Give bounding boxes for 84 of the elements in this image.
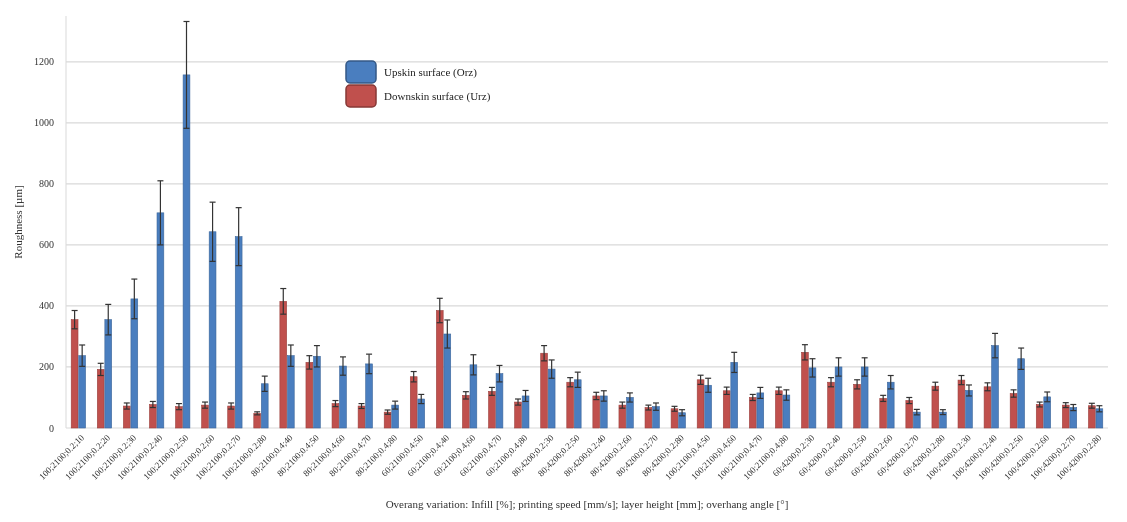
bar [1035,404,1044,429]
bar [547,368,556,429]
bar [853,384,861,429]
bar [566,381,574,429]
bar [939,411,947,429]
bar [357,405,366,429]
y-tick-label: 800 [39,178,54,190]
bar [391,404,399,429]
bar [782,394,791,429]
bar [808,367,817,429]
bar [618,404,627,429]
bar [722,390,731,429]
bar [279,301,287,429]
bar [208,231,217,429]
y-tick-label: 1200 [34,56,54,68]
bar [887,381,895,429]
bar [540,352,548,429]
bar [1095,408,1104,429]
bar [834,366,843,429]
legend-label: Upskin surface (Orz) [384,65,478,79]
bar [1043,396,1051,429]
y-tick-label: 1000 [34,117,54,129]
bar [696,379,705,429]
bar [78,355,86,429]
bar [331,403,340,429]
bar [149,404,157,429]
bar [626,397,634,429]
bar [261,383,269,429]
bar [730,362,738,429]
bar [156,212,165,429]
bar [756,392,765,429]
bar [409,376,418,429]
bar [201,404,209,429]
bar [574,379,582,429]
bar [436,310,444,429]
bar [305,362,314,429]
bar [600,395,608,429]
x-axis-title: Overang variation: Infill [%]; printing speed [mm/s]; layer height [mm]; overhang angle [°] [385,498,789,510]
bar [1088,405,1096,429]
bar [182,74,191,429]
y-tick-label: 200 [39,361,54,373]
bar [495,373,504,429]
bar [670,408,679,429]
bar [879,398,887,429]
bar [104,319,112,429]
bar [443,333,452,429]
bar [1062,404,1070,429]
bar [123,405,131,429]
bar [383,411,392,429]
bar [749,397,757,429]
bar [983,386,992,429]
bar [931,385,940,429]
bar [469,364,478,429]
bar [775,390,783,429]
bar [339,365,347,429]
y-axis-title: Roughness [µm] [12,185,24,259]
bar [1009,393,1018,429]
bar [70,319,79,429]
bar [488,391,496,429]
bar [417,398,425,429]
bar [365,363,373,429]
bar [991,345,999,429]
bar [97,369,105,429]
bar [678,412,686,429]
bar [1069,407,1078,429]
legend-label: Downskin surface (Urz) [384,89,491,103]
bar [234,236,243,429]
bar [287,355,295,429]
y-tick-label: 0 [49,422,54,434]
bar [130,298,139,429]
bar [462,395,470,429]
y-tick-label: 600 [39,239,54,251]
bar [860,366,869,429]
bar [1017,358,1025,429]
bar [313,355,321,429]
bar [521,395,530,429]
bar [801,352,809,429]
bar [175,406,183,429]
bar [827,381,835,429]
bar [704,384,712,429]
y-tick-label: 400 [39,300,54,312]
bar [592,395,600,429]
bar [905,400,913,429]
bar [957,379,966,429]
